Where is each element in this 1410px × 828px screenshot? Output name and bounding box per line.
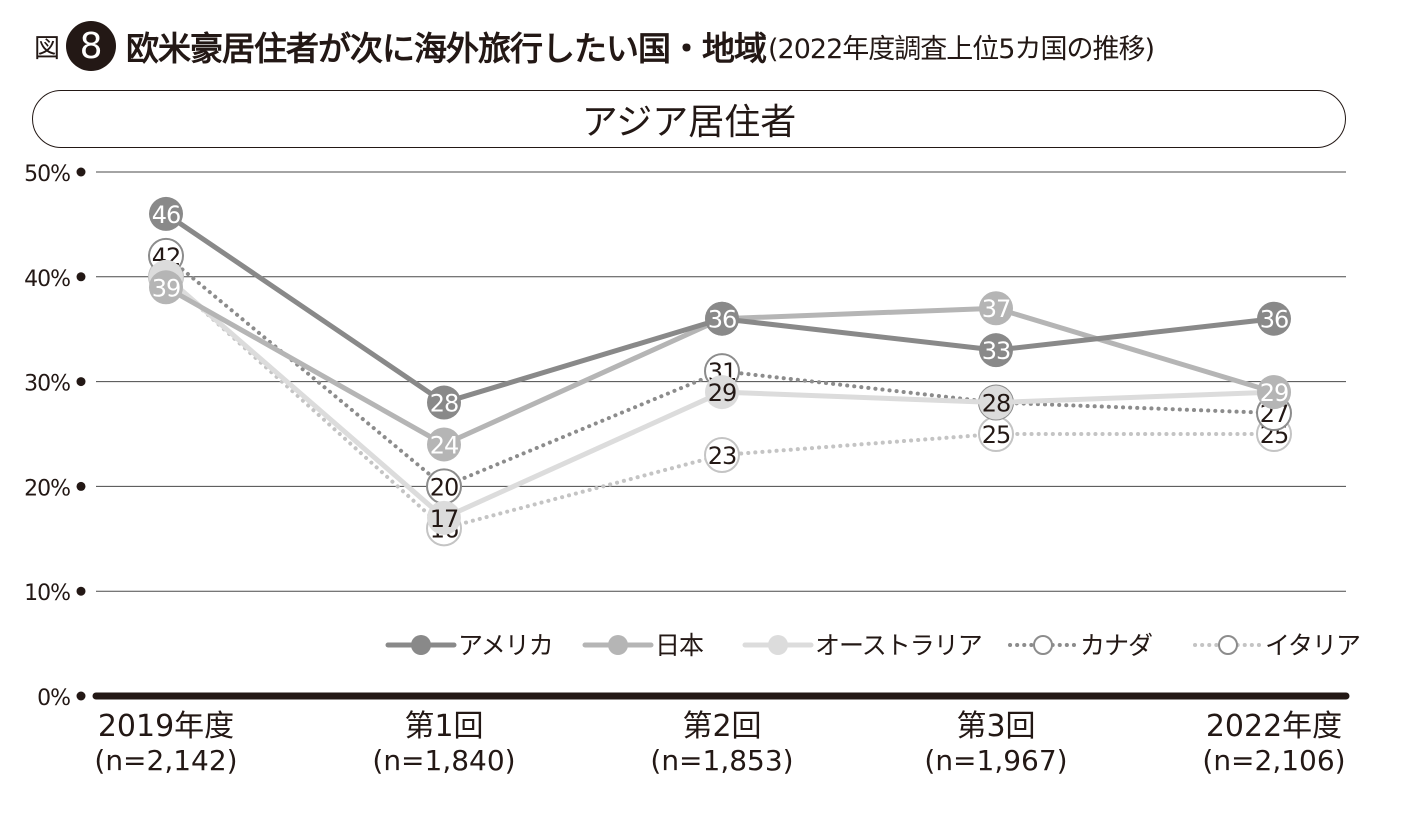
y-tick-label: 0% [37,686,70,711]
legend-label: カナダ [1080,631,1152,660]
y-tick-label: 20% [24,476,70,501]
legend-label: アメリカ [458,631,553,660]
x-tick-sample-size: (n=2,106) [1202,744,1345,777]
data-point [427,500,461,535]
data-label: 39 [152,274,181,302]
data-point [979,385,1013,420]
data-label: 17 [430,505,459,533]
data-point [1257,301,1291,336]
x-tick-sample-size: (n=1,967) [924,744,1067,777]
data-point [427,385,461,420]
x-tick-label: 2022年度 [1206,709,1342,744]
figure-prefix: 図 [34,33,61,64]
data-point [149,270,183,305]
data-point [979,291,1013,326]
data-label: 29 [1260,379,1289,407]
y-tick-dot [76,481,86,491]
y-tick-dot [76,377,86,387]
figure-title: 欧米豪居住者が次に海外旅行したい国・地域 [126,29,767,68]
legend-label: オーストラリア [815,631,982,660]
data-label: 37 [982,295,1011,323]
legend-marker [1033,635,1053,655]
x-tick-sample-size: (n=1,853) [650,744,793,777]
x-tick-sample-size: (n=1,840) [372,744,515,777]
data-label: 36 [708,306,737,334]
y-tick-label: 30% [24,372,70,397]
data-label: 24 [430,431,459,459]
legend-label: イタリア [1265,631,1360,660]
data-label: 29 [708,379,737,407]
chart-title-panel: アジア居住者 [32,90,1346,148]
data-label: 33 [982,337,1011,365]
data-point [427,427,461,462]
y-tick-label: 50% [24,162,70,187]
legend-marker [768,635,788,655]
figure-subtitle: (2022年度調査上位5カ国の推移) [768,33,1155,65]
data-point [1257,375,1291,410]
data-point [149,196,183,231]
legend-marker [411,635,431,655]
y-tick-dot [76,586,86,596]
x-tick-label: 第1回 [404,709,483,744]
x-tick-sample-size: (n=2,142) [94,744,237,777]
legend-label: 日本 [655,631,704,660]
data-label: 20 [430,473,459,501]
figure-number-badge: 8 [66,21,117,71]
data-label: 28 [430,390,459,418]
data-label: 36 [1260,306,1289,334]
x-tick-label: 第3回 [956,709,1035,744]
x-tick-label: 第2回 [682,709,761,744]
series-line-4 [164,274,1276,531]
y-tick-dot [76,691,86,701]
legend-marker [1218,635,1238,655]
figure-header: 図 8 欧米豪居住者が次に海外旅行したい国・地域 (2022年度調査上位5カ国の… [34,18,1155,74]
data-label: 23 [708,442,737,470]
y-tick-dot [76,167,86,177]
y-tick-label: 10% [24,581,70,606]
x-tick-label: 2019年度 [98,709,234,744]
data-point [704,436,740,473]
data-label: 28 [982,390,1011,418]
legend-marker [608,635,628,655]
chart-title: アジア居住者 [581,102,797,143]
data-label: 46 [152,201,181,229]
y-tick-label: 40% [24,267,70,292]
data-point [705,375,739,410]
data-point [979,333,1013,368]
y-tick-dot [76,272,86,282]
data-point [705,301,739,336]
data-label: 25 [982,421,1011,449]
